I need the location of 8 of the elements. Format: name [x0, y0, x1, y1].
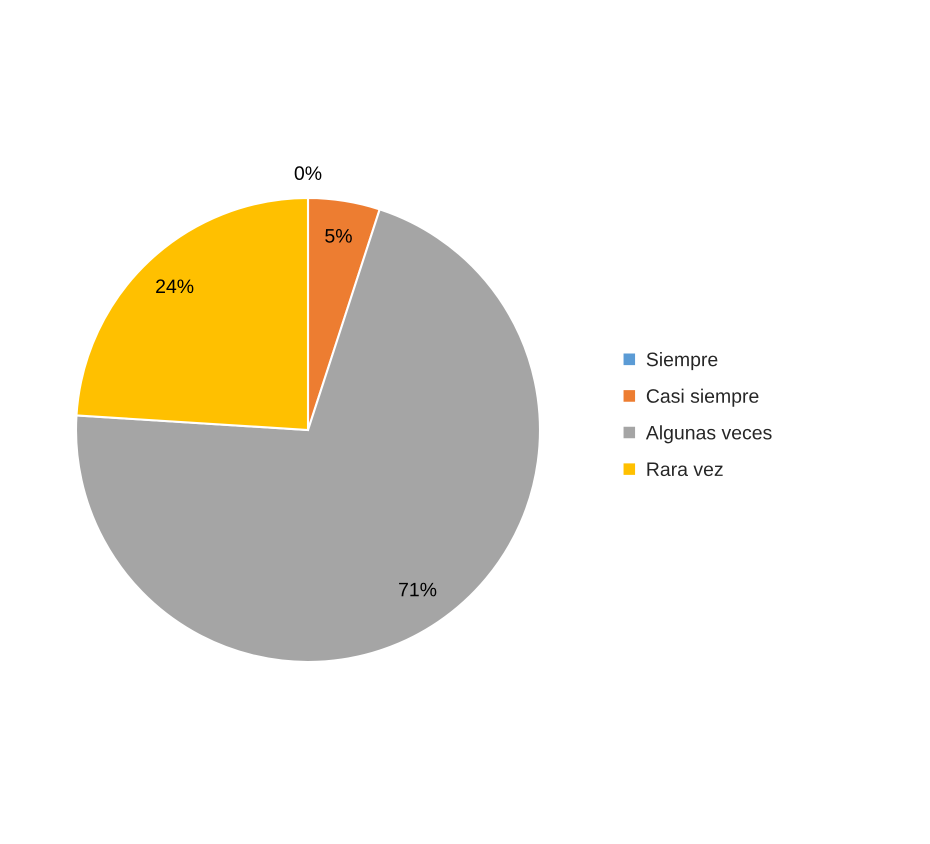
data-label: 5% [325, 229, 352, 243]
legend-label: Rara vez [647, 462, 723, 476]
legend-label: Algunas veces [646, 425, 772, 444]
legend-label: Siempre [646, 352, 718, 370]
text: 0% [294, 166, 322, 180]
data-label: 71% [399, 582, 436, 596]
data-label: 24% [156, 279, 194, 294]
legend-label: Casi siempre [646, 388, 758, 407]
